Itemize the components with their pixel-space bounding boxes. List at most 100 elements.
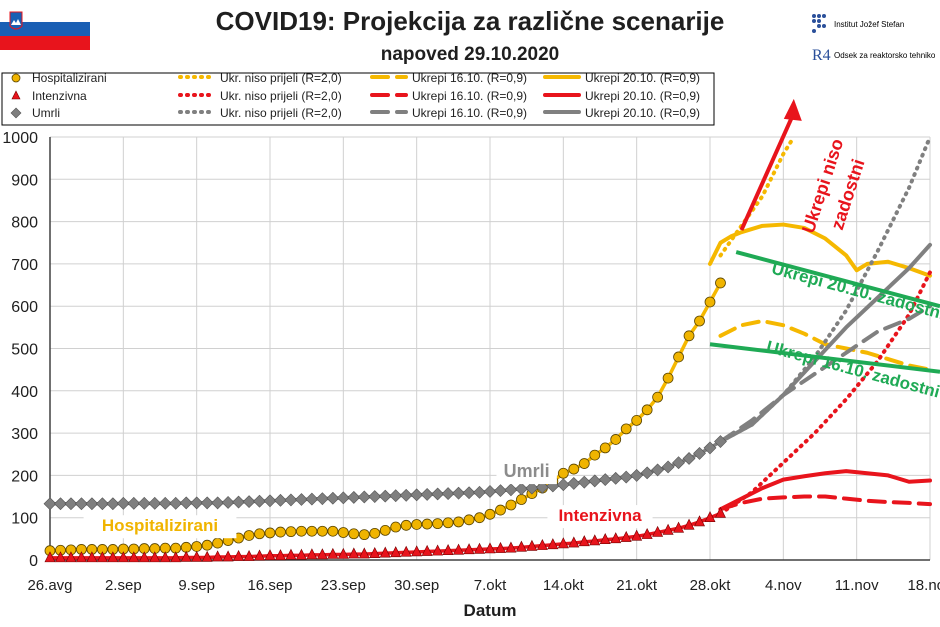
x-tick-label: 23.sep xyxy=(321,577,366,594)
data-point-circle xyxy=(442,517,454,529)
legend-label: Ukr. niso prijeli (R=2,0) xyxy=(220,106,342,120)
legend-label: Ukrepi 16.10. (R=0,9) xyxy=(412,71,527,85)
data-point-triangle xyxy=(442,544,454,555)
data-point-circle xyxy=(673,351,684,363)
data-point-triangle xyxy=(568,536,580,548)
y-tick-label: 200 xyxy=(11,468,38,485)
r4-logo-text: Odsek za reaktorsko tehniko xyxy=(834,51,936,60)
data-point-diamond xyxy=(347,490,361,504)
data-point-circle xyxy=(390,521,402,533)
data-point-diamond xyxy=(127,496,141,510)
legend-label: Umrli xyxy=(32,106,60,120)
y-tick-label: 1000 xyxy=(2,130,38,147)
data-point-triangle xyxy=(348,547,360,559)
y-tick-label: 800 xyxy=(11,215,38,232)
data-point-triangle xyxy=(212,550,224,562)
data-point-diamond xyxy=(169,496,183,510)
y-tick-label: 400 xyxy=(11,384,38,401)
data-point-circle xyxy=(411,519,423,530)
data-point-circle xyxy=(715,277,726,289)
data-point-diamond xyxy=(598,473,612,487)
data-point-circle xyxy=(589,449,601,461)
data-point-circle xyxy=(694,315,705,327)
data-point-diamond xyxy=(714,435,727,448)
annotation-label: Intenzivna xyxy=(558,506,642,525)
data-point-triangle xyxy=(515,540,527,552)
x-tick-label: 18.nov xyxy=(907,577,940,594)
legend-label: Hospitalizirani xyxy=(32,71,107,85)
data-point-triangle xyxy=(358,547,370,559)
data-point-diamond xyxy=(441,487,455,501)
data-point-diamond xyxy=(336,491,350,505)
projection-line-solid xyxy=(718,469,932,512)
data-point-triangle xyxy=(149,551,161,563)
data-point-diamond xyxy=(106,497,120,511)
data-point-triangle xyxy=(505,541,517,553)
data-point-diamond xyxy=(43,497,57,511)
data-point-triangle xyxy=(86,551,98,563)
scenario-line-20-10 xyxy=(735,250,940,309)
data-point-triangle xyxy=(453,543,465,555)
data-point-triangle xyxy=(369,546,381,558)
x-tick-label: 2.sep xyxy=(105,577,142,594)
data-point-diamond xyxy=(567,477,581,490)
legend: Hospitalizirani Intenzivna Umrli Ukr. niso … xyxy=(1,71,715,126)
data-point-diamond xyxy=(693,446,706,460)
data-point-triangle xyxy=(694,515,706,527)
data-point-triangle xyxy=(138,551,150,563)
data-point-circle xyxy=(275,526,286,538)
data-point-circle xyxy=(212,537,224,549)
data-point-triangle xyxy=(285,548,297,560)
data-point-triangle xyxy=(96,551,108,563)
data-point-diamond xyxy=(158,496,172,510)
data-point-circle xyxy=(337,527,349,538)
data-point-diamond xyxy=(399,488,413,502)
annotation-bg xyxy=(496,460,557,485)
projection-line-solid xyxy=(718,242,932,444)
data-point-triangle xyxy=(610,532,622,544)
data-point-triangle xyxy=(75,551,87,563)
data-point-triangle xyxy=(274,549,286,561)
data-point-triangle xyxy=(411,545,423,557)
data-point-diamond xyxy=(378,489,392,503)
data-point-triangle xyxy=(662,523,674,535)
data-point-diamond xyxy=(179,496,193,510)
data-point-diamond xyxy=(588,474,602,488)
x-axis-label: Datum xyxy=(464,601,517,620)
legend-label: Ukrepi 16.10. (R=0,9) xyxy=(412,106,527,120)
y-tick-label: 900 xyxy=(11,172,38,189)
data-point-circle xyxy=(484,508,496,520)
x-tick-label: 30.sep xyxy=(394,577,439,594)
data-point-circle xyxy=(327,525,339,537)
x-tick-label: 4.nov xyxy=(765,577,802,594)
data-point-triangle xyxy=(631,529,643,541)
data-point-circle xyxy=(254,528,265,540)
x-tick-label: 14.okt xyxy=(543,577,585,594)
y-tick-label: 700 xyxy=(11,257,38,274)
data-point-circle xyxy=(432,518,444,530)
data-point-diamond xyxy=(305,492,319,506)
data-point-circle xyxy=(191,541,203,552)
data-point-diamond xyxy=(95,497,109,511)
data-point-triangle xyxy=(233,549,245,561)
x-tick-label: 16.sep xyxy=(247,577,292,594)
projection-line-solid xyxy=(708,222,932,278)
data-point-diamond xyxy=(462,486,476,500)
slovenia-flag-icon xyxy=(0,8,90,50)
data-point-diamond xyxy=(682,452,696,465)
data-point-diamond xyxy=(137,496,151,510)
data-point-circle xyxy=(505,499,517,511)
data-point-diamond xyxy=(703,441,717,455)
data-point-diamond xyxy=(315,492,329,506)
data-point-triangle xyxy=(180,550,192,562)
data-point-triangle xyxy=(222,550,234,562)
data-point-circle xyxy=(463,514,475,526)
data-point-triangle xyxy=(400,545,412,557)
data-point-triangle xyxy=(337,547,349,559)
data-point-diamond xyxy=(75,497,88,511)
data-point-triangle xyxy=(474,542,486,554)
data-point-triangle xyxy=(327,547,339,559)
data-point-circle xyxy=(662,372,674,384)
data-point-circle xyxy=(201,539,213,551)
legend-label: Ukr. niso prijeli (R=2,0) xyxy=(220,89,342,103)
